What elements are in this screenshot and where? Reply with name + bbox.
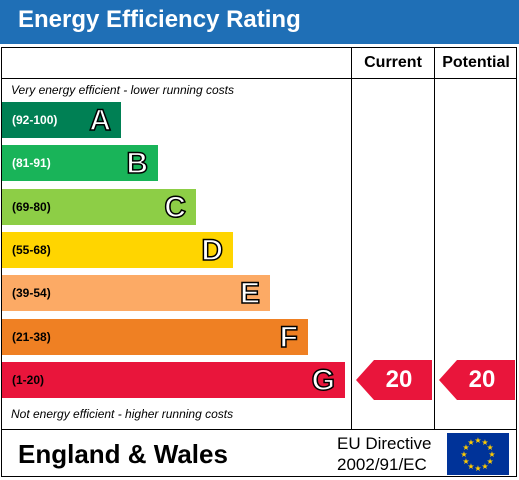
- star-icon: ★: [467, 462, 474, 471]
- current-rating-value: 20: [385, 366, 413, 393]
- potential-rating-arrow: 20: [439, 360, 515, 400]
- header-row-divider: [1, 78, 517, 79]
- band-range-label: (92-100): [12, 113, 58, 127]
- potential-rating-value: 20: [468, 366, 496, 393]
- potential-arrow-shape: [439, 360, 515, 400]
- band-range-label: (39-54): [12, 286, 51, 300]
- current-rating-arrow: 20: [356, 360, 432, 400]
- band-letter: C: [164, 190, 187, 225]
- band-range-label: (21-38): [12, 330, 51, 344]
- directive-line-1: EU Directive: [337, 434, 432, 453]
- band-e: (39-54) E: [2, 275, 270, 311]
- star-icon: ★: [474, 464, 481, 473]
- band-d: (55-68) D: [2, 232, 233, 268]
- bottom-caption: Not energy efficient - higher running co…: [11, 407, 234, 421]
- header-bar: Energy Efficiency Rating: [0, 0, 519, 44]
- directive-line-2: 2002/91/EC: [337, 455, 427, 474]
- band-letter: G: [311, 363, 336, 398]
- page-title: Energy Efficiency Rating: [18, 6, 301, 33]
- band-letter: A: [89, 103, 112, 138]
- band-c: (69-80) C: [2, 189, 196, 225]
- column-divider-current: [351, 47, 352, 430]
- band-letter: F: [279, 320, 299, 355]
- band-letter: D: [201, 233, 224, 268]
- star-icon: ★: [474, 436, 481, 445]
- star-icon: ★: [460, 450, 467, 459]
- eu-stars: ★ ★★★★★★★★★★★: [460, 436, 495, 473]
- star-icon: ★: [488, 450, 495, 459]
- current-arrow-shape: [356, 360, 432, 400]
- potential-column-header: Potential: [442, 54, 510, 71]
- band-g: (1-20) G: [2, 362, 345, 398]
- band-range-label: (55-68): [12, 243, 51, 257]
- star-icon: ★: [462, 443, 469, 452]
- star-icon: ★: [481, 462, 488, 471]
- column-divider-potential: [434, 47, 435, 430]
- band-f: (21-38) F: [2, 319, 308, 355]
- eu-flag-icon: ★ ★ ★ ★ ★ ★ ★ ★ ★ ★ ★ ★: [447, 433, 509, 475]
- band-letter: E: [239, 276, 261, 311]
- band-range-label: (81-91): [12, 156, 51, 170]
- footer-divider: [1, 429, 517, 430]
- band-range-label: (1-20): [12, 373, 45, 387]
- top-caption: Very energy efficient - lower running co…: [11, 83, 234, 97]
- region-label: England & Wales: [18, 439, 228, 469]
- band-letter: B: [126, 146, 149, 181]
- star-icon: ★: [467, 438, 474, 447]
- star-icon: ★: [487, 457, 494, 466]
- band-a: (92-100) A: [2, 102, 121, 138]
- band-b: (81-91) B: [2, 145, 158, 181]
- star-icon: ★: [487, 443, 494, 452]
- rating-frame: [1, 47, 517, 477]
- band-range-label: (69-80): [12, 200, 51, 214]
- star-icon: ★: [481, 438, 488, 447]
- current-column-header: Current: [364, 54, 422, 71]
- star-icon: ★: [462, 457, 469, 466]
